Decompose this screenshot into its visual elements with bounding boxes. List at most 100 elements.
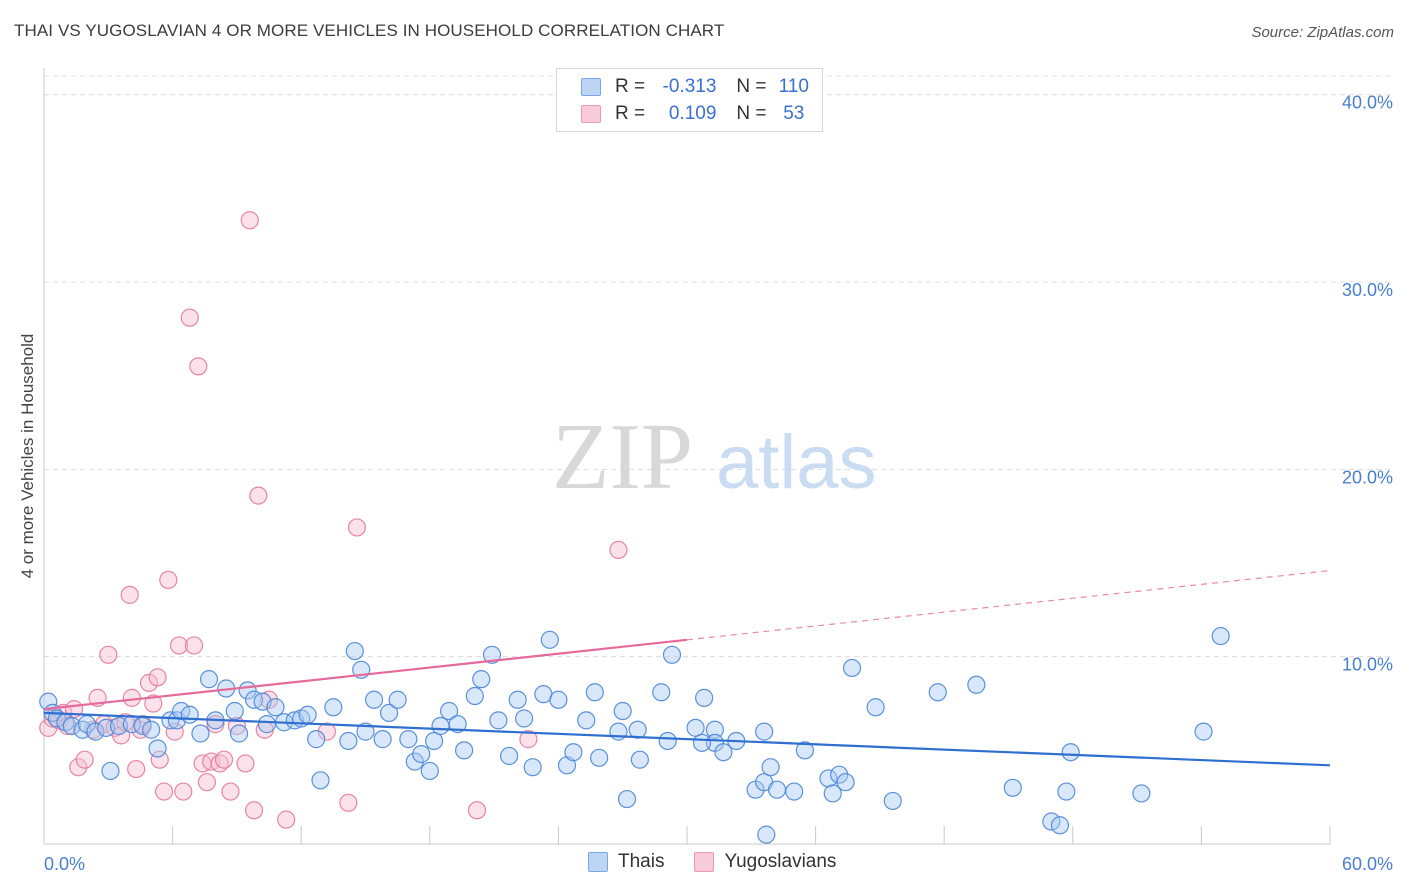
- point-thai: [412, 744, 431, 764]
- watermark-atlas: atlas: [716, 420, 877, 505]
- point-thai: [101, 761, 120, 781]
- point-thai: [585, 683, 604, 702]
- legend-n-value: 110: [778, 76, 809, 97]
- y-tick-label: 30.0%: [1342, 280, 1393, 300]
- point-thai: [373, 730, 392, 749]
- legend-label-yugoslavians: Yugoslavians: [724, 851, 837, 872]
- point-thai: [662, 645, 682, 664]
- point-thai: [439, 701, 459, 721]
- point-yugoslavian: [467, 801, 487, 820]
- point-yugoslavian: [75, 750, 94, 769]
- y-axis-title: 4 or more Vehicles in Household: [18, 334, 37, 579]
- correlation-legend: R = -0.313 N = 110 R = 0.109 N = 53: [556, 68, 823, 132]
- series-thais: [39, 626, 1230, 844]
- point-thai: [1003, 778, 1022, 797]
- point-yugoslavian: [277, 810, 296, 829]
- legend-n-value: 53: [783, 103, 805, 124]
- point-thai: [928, 683, 947, 702]
- point-thai: [761, 758, 780, 777]
- point-yugoslavian: [236, 754, 255, 773]
- point-thai: [819, 769, 838, 788]
- series-yugoslavians: [39, 211, 628, 829]
- trend-line-yugoslavians-extrapolated: [686, 569, 1331, 641]
- x-tick-left: 0.0%: [44, 854, 85, 874]
- point-thai: [180, 705, 199, 724]
- point-thai: [842, 658, 862, 678]
- point-thai: [757, 825, 776, 844]
- point-yugoslavian: [519, 730, 538, 749]
- point-yugoslavian: [180, 308, 199, 327]
- point-thai: [692, 733, 712, 752]
- point-yugoslavian: [259, 690, 279, 709]
- legend-r-value: 0.109: [668, 103, 717, 124]
- point-thai: [628, 720, 647, 739]
- point-thai: [823, 784, 842, 803]
- point-thai: [1211, 626, 1230, 646]
- point-thai: [1061, 743, 1080, 762]
- point-yugoslavian: [150, 750, 169, 769]
- point-thai: [617, 789, 637, 809]
- point-thai: [39, 692, 58, 711]
- point-thai: [345, 641, 364, 661]
- y-tick-labels: 10.0% 20.0% 30.0% 40.0%: [1342, 93, 1393, 675]
- point-thai: [405, 752, 424, 771]
- point-thai: [364, 690, 384, 709]
- point-thai: [356, 722, 375, 741]
- point-thai: [1050, 816, 1070, 835]
- legend-swatch-thais: [581, 78, 601, 96]
- point-thai: [1194, 722, 1213, 741]
- trend-line-thais: [43, 711, 1331, 767]
- legend-label-thais: Thais: [618, 851, 665, 872]
- point-thai: [540, 630, 559, 649]
- point-thai: [658, 731, 677, 751]
- trend-line-yugoslavians: [43, 638, 688, 711]
- point-thai: [1132, 784, 1151, 803]
- point-yugoslavian: [69, 758, 88, 777]
- point-thai: [86, 722, 105, 741]
- point-thai: [508, 690, 527, 709]
- legend-item-yugoslavians: Yugoslavians: [694, 851, 836, 873]
- point-yugoslavian: [148, 668, 167, 687]
- point-thai: [199, 670, 219, 689]
- point-thai: [225, 701, 244, 721]
- x-tick-right: 60.0%: [1342, 854, 1393, 874]
- legend-n-label: N =: [736, 76, 767, 97]
- y-tick-label: 20.0%: [1342, 467, 1393, 487]
- point-yugoslavian: [197, 773, 216, 792]
- point-thai: [399, 730, 418, 749]
- point-thai: [257, 715, 277, 734]
- grid-lines: [44, 75, 1393, 658]
- legend-row-thais: R = -0.313 N = 110: [581, 75, 816, 99]
- point-thai: [613, 701, 632, 721]
- point-yugoslavian: [99, 645, 118, 664]
- point-thai: [448, 715, 467, 734]
- source-label: Source: ZipAtlas.com: [1251, 24, 1394, 41]
- point-thai: [695, 688, 714, 707]
- point-yugoslavian: [120, 585, 139, 604]
- point-thai: [229, 724, 249, 743]
- point-thai: [830, 765, 849, 784]
- chart-title: THAI VS YUGOSLAVIAN 4 OR MORE VEHICLES I…: [14, 21, 725, 40]
- point-yugoslavian: [244, 801, 264, 820]
- point-thai: [652, 683, 671, 702]
- point-yugoslavian: [347, 518, 367, 537]
- point-yugoslavian: [339, 793, 358, 812]
- point-thai: [549, 690, 568, 709]
- point-yugoslavian: [144, 694, 163, 713]
- y-tick-label: 10.0%: [1342, 655, 1393, 675]
- point-thai: [465, 686, 484, 706]
- point-thai: [785, 782, 804, 801]
- point-thai: [714, 743, 733, 762]
- point-yugoslavian: [240, 211, 259, 230]
- point-thai: [489, 711, 508, 730]
- point-thai: [564, 743, 583, 762]
- point-thai: [62, 716, 81, 736]
- point-yugoslavian: [154, 782, 174, 801]
- point-thai: [298, 705, 317, 724]
- point-thai: [590, 748, 609, 767]
- point-thai: [311, 771, 330, 790]
- point-yugoslavian: [317, 722, 337, 741]
- point-thai: [755, 722, 774, 741]
- point-thai: [431, 716, 450, 736]
